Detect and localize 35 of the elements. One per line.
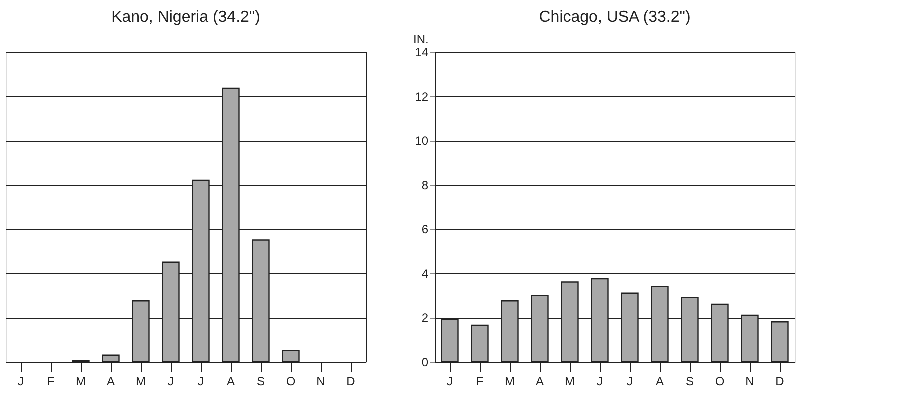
x-tick-label: O bbox=[715, 374, 725, 388]
x-tick-label: J bbox=[447, 374, 453, 388]
x-tick-label: D bbox=[346, 374, 356, 388]
x-tick-label: M bbox=[565, 374, 575, 388]
x-tick-label: N bbox=[316, 374, 326, 388]
x-tick-label: A bbox=[656, 374, 664, 388]
x-tick-label: J bbox=[168, 374, 174, 388]
y-tick-label: 12 bbox=[415, 90, 429, 104]
x-tick-label: S bbox=[686, 374, 694, 388]
y-tick-label: 8 bbox=[422, 178, 429, 192]
x-tick-label: J bbox=[198, 374, 204, 388]
x-tick-label: A bbox=[536, 374, 544, 388]
y-tick-label: 10 bbox=[415, 134, 429, 148]
x-tick-label: D bbox=[776, 374, 785, 388]
x-tick-label: O bbox=[286, 374, 296, 388]
x-tick-label: F bbox=[476, 374, 484, 388]
x-tick-label: A bbox=[226, 374, 236, 388]
x-tick-label: N bbox=[746, 374, 754, 388]
y-tick-label: 6 bbox=[422, 222, 429, 237]
x-tick-label: M bbox=[505, 374, 515, 388]
y-tick-label: 2 bbox=[422, 311, 429, 326]
y-tick-label: 14 bbox=[415, 46, 429, 60]
x-tick-label: J bbox=[18, 374, 24, 388]
y-tick-label: 4 bbox=[422, 266, 429, 281]
y-tick-label: 0 bbox=[422, 356, 429, 370]
x-tick-label: M bbox=[76, 374, 86, 388]
chart-title: Chicago, USA (33.2") bbox=[539, 9, 691, 26]
x-tick-label: S bbox=[256, 374, 266, 388]
x-tick-label: J bbox=[597, 374, 603, 388]
x-tick-label: F bbox=[47, 374, 55, 388]
x-tick-label: J bbox=[627, 374, 633, 388]
x-tick-label: A bbox=[106, 374, 116, 388]
chart-title: Kano, Nigeria (34.2") bbox=[112, 9, 260, 26]
y-axis-title: IN. bbox=[414, 32, 429, 46]
x-tick-label: M bbox=[136, 374, 146, 388]
